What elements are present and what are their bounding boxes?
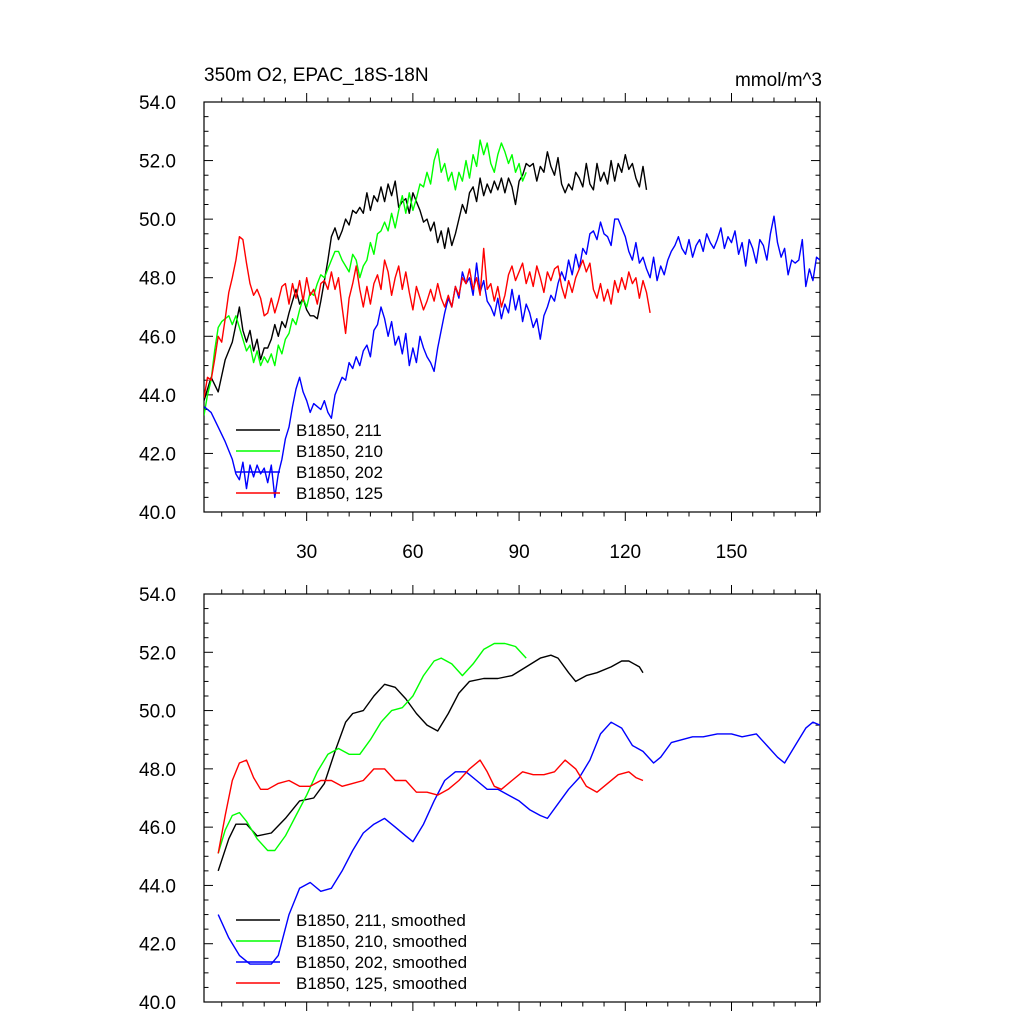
series-line-b1850-202 bbox=[204, 215, 820, 499]
series-line-b1850-211-smoothed bbox=[217, 654, 644, 872]
panel-bottom: 40.0 42.0 44.0 46.0 48.0 50.0 52.0 54.0 B1850, 2… bbox=[139, 585, 821, 1014]
x-tick-label: 120 bbox=[609, 542, 641, 563]
y-tick-label: 46.0 bbox=[139, 818, 176, 839]
legend-label: B1850, 210 bbox=[296, 442, 383, 461]
series-line-b1850-211 bbox=[204, 151, 648, 401]
y-tick-label: 52.0 bbox=[139, 152, 176, 173]
series-group bbox=[217, 642, 820, 965]
x-tick-label: 150 bbox=[716, 542, 748, 563]
units-label: mmol/m^3 bbox=[734, 70, 822, 91]
chart-title: 350m O2, EPAC_18S-18N bbox=[204, 65, 429, 86]
y-tick-label: 44.0 bbox=[139, 876, 176, 897]
panel-top: 40.0 42.0 44.0 46.0 48.0 50.0 52.0 54.0 30 60 90 12… bbox=[139, 93, 821, 563]
series-line-b1850-210-smoothed bbox=[217, 642, 527, 854]
series-line-b1850-125-smoothed bbox=[217, 759, 644, 854]
y-tick-label: 52.0 bbox=[139, 643, 176, 664]
y-tick-label: 50.0 bbox=[139, 702, 176, 723]
x-tick-label: 30 bbox=[296, 542, 317, 563]
y-tick-label: 54.0 bbox=[139, 93, 176, 114]
series-line-b1850-202-smoothed bbox=[217, 721, 820, 965]
y-tick-label: 40.0 bbox=[139, 503, 176, 524]
x-tick-label: 90 bbox=[509, 542, 530, 563]
series-line-b1850-210 bbox=[204, 139, 527, 416]
y-tick-label: 46.0 bbox=[139, 327, 176, 348]
legend-label: B1850, 211, smoothed bbox=[296, 911, 466, 930]
y-tick-label: 40.0 bbox=[139, 993, 176, 1014]
legend-label: B1850, 202 bbox=[296, 463, 383, 482]
legend-label: B1850, 202, smoothed bbox=[296, 953, 467, 972]
y-tick-label: 42.0 bbox=[139, 935, 176, 956]
y-tick-label: 48.0 bbox=[139, 269, 176, 290]
x-tick-label: 60 bbox=[402, 542, 423, 563]
series-group bbox=[204, 139, 820, 499]
y-tick-label: 44.0 bbox=[139, 386, 176, 407]
legend-label: B1850, 211 bbox=[296, 421, 382, 440]
y-tick-label: 54.0 bbox=[139, 585, 176, 606]
legend-label: B1850, 210, smoothed bbox=[296, 932, 467, 951]
legend-label: B1850, 125 bbox=[296, 484, 383, 503]
y-tick-label: 42.0 bbox=[139, 444, 176, 465]
y-tick-label: 48.0 bbox=[139, 760, 176, 781]
legend-label: B1850, 125, smoothed bbox=[296, 974, 467, 993]
series-line-b1850-125 bbox=[204, 235, 651, 398]
y-tick-label: 50.0 bbox=[139, 210, 176, 231]
